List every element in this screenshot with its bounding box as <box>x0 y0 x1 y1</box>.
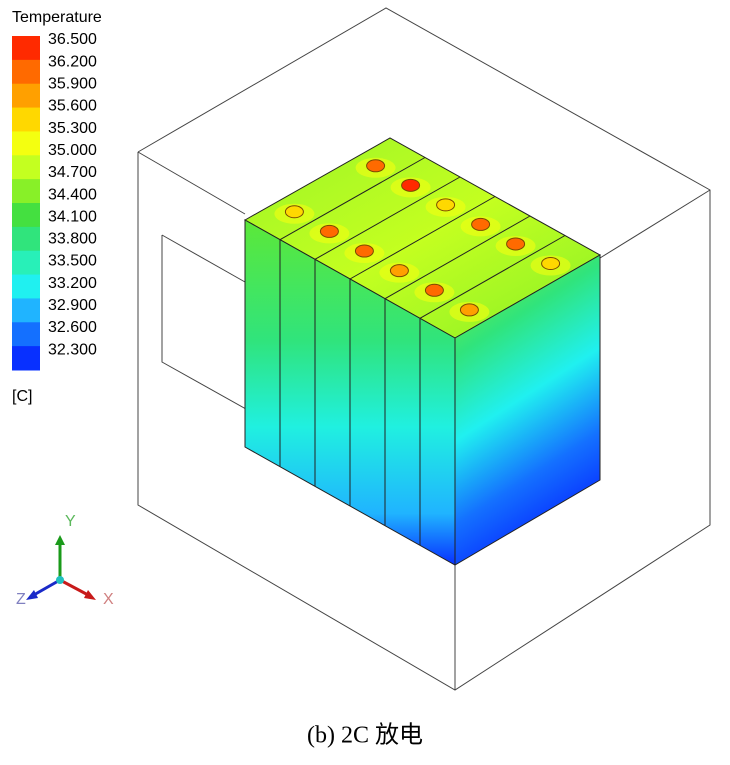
legend-swatch <box>12 107 40 132</box>
legend-swatch <box>12 346 40 371</box>
axis-label-z: Z <box>16 591 26 608</box>
legend-swatch <box>12 36 40 61</box>
terminal <box>436 198 456 212</box>
legend: Temperature [C] 36.500 36.200 35.900 35.600… <box>12 9 102 405</box>
terminal <box>284 205 304 219</box>
legend-title: Temperature <box>12 9 102 26</box>
legend-unit: [C] <box>12 388 32 405</box>
terminal <box>354 244 374 258</box>
axis-label-x: X <box>103 591 114 608</box>
axis-label-y: Y <box>65 513 76 530</box>
legend-swatch <box>12 59 40 85</box>
legend-level: 34.100 <box>48 208 97 225</box>
legend-swatch <box>12 298 40 323</box>
legend-level: 35.900 <box>48 76 97 93</box>
legend-swatch <box>12 250 40 276</box>
axis-triad: Y Z X <box>16 513 114 608</box>
legend-level: 34.700 <box>48 164 97 181</box>
legend-swatch <box>12 83 40 109</box>
legend-swatch <box>12 155 40 180</box>
terminal <box>459 303 479 317</box>
legend-level: 36.200 <box>48 53 97 70</box>
legend-level: 34.400 <box>48 186 97 203</box>
legend-swatch <box>12 131 40 156</box>
terminal <box>366 159 386 173</box>
cell-divider <box>279 157 426 241</box>
legend-level: 33.200 <box>48 275 97 292</box>
terminal <box>541 256 561 270</box>
terminal <box>401 178 421 192</box>
legend-level: 32.300 <box>48 341 97 358</box>
terminal <box>424 283 444 297</box>
legend-swatch <box>12 226 40 252</box>
legend-swatch <box>12 203 40 228</box>
legend-level: 36.500 <box>48 31 97 48</box>
legend-level: 32.600 <box>48 319 97 336</box>
terminal <box>471 217 491 231</box>
cell-divider <box>314 176 461 260</box>
battery-pack <box>243 137 602 566</box>
legend-swatch <box>12 274 40 299</box>
legend-swatch <box>12 322 40 347</box>
cell-divider <box>419 235 566 319</box>
legend-level: 33.500 <box>48 253 97 270</box>
caption: (b) 2C 放电 <box>307 722 423 749</box>
cell-divisions <box>274 157 571 546</box>
legend-level: 33.800 <box>48 231 97 248</box>
legend-level: 35.600 <box>48 98 97 115</box>
legend-level: 35.300 <box>48 120 97 137</box>
terminal <box>319 224 339 238</box>
cell-divider <box>384 215 531 300</box>
terminal <box>506 237 526 251</box>
legend-swatch <box>12 179 40 204</box>
terminal <box>389 264 409 278</box>
cell-divider <box>349 196 496 280</box>
legend-level: 32.900 <box>48 297 97 314</box>
legend-level: 35.000 <box>48 142 97 159</box>
